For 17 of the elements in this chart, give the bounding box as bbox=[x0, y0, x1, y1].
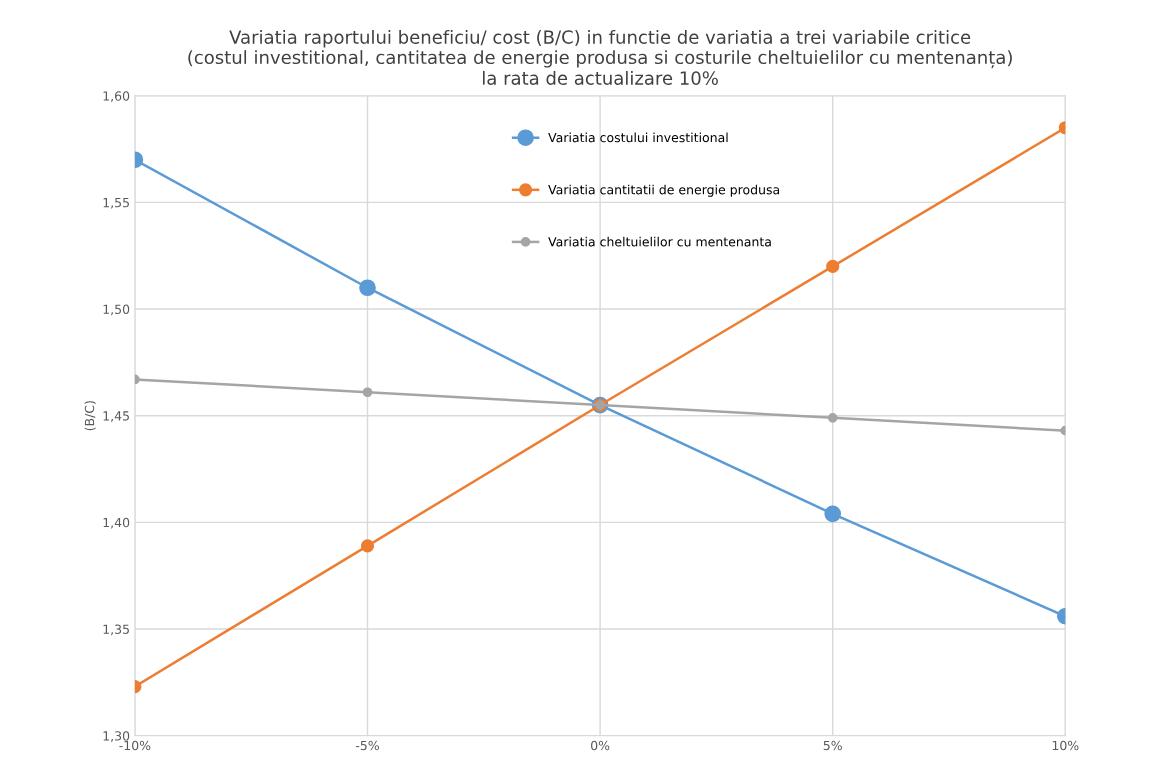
x-tick-label: 10% bbox=[1052, 740, 1079, 751]
y-tick-label: 1,35 bbox=[103, 624, 129, 636]
y-tick-label: 1,45 bbox=[103, 411, 129, 422]
chart-title: Variatia raportului beneficiu/ cost (B/C) in functie de variatia a trei variabile critice (costul investitional, cantitatea de energie produsa si costurile cheltuielilor cu mentenanța) la rata de actualizare 10% bbox=[188, 29, 1012, 85]
x-tick-label: -5% bbox=[355, 740, 379, 751]
y-tick-label: 1,50 bbox=[103, 304, 130, 316]
y-axis-title: (B/C) bbox=[84, 401, 96, 431]
x-tick-label: 0% bbox=[591, 740, 610, 751]
legend-label: Variatia cantitatii de energie produsa bbox=[548, 184, 780, 197]
x-tick-label: -10% bbox=[119, 740, 151, 751]
y-tick-label: 1,60 bbox=[103, 91, 130, 102]
x-tick-label: 5% bbox=[823, 740, 842, 751]
y-tick-label: 1,30 bbox=[103, 731, 130, 742]
y-tick-label: 1,40 bbox=[103, 517, 130, 529]
legend-label: Variatia costului investitional bbox=[548, 132, 728, 143]
legend-label: Variatia cheltuielilor cu mentenanta bbox=[548, 236, 771, 247]
y-tick-label: 1,55 bbox=[103, 198, 129, 209]
